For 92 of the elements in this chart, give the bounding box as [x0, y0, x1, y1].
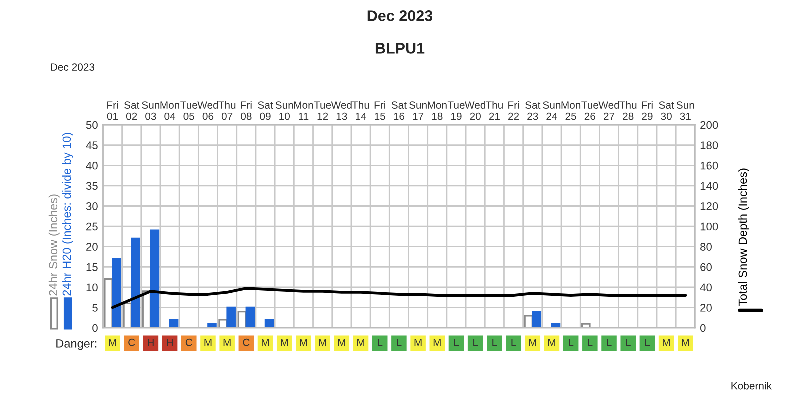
- x-tick-label: Sun 03: [142, 102, 160, 120]
- y2-tick-label: 120: [700, 202, 718, 210]
- y2-tick-label: 80: [700, 243, 712, 251]
- text: Total Snow Depth (Inches): [738, 168, 750, 306]
- text: M: [682, 339, 690, 346]
- text: M: [434, 339, 441, 346]
- text: 24hr Snow (Inches): [48, 194, 60, 296]
- x-tick-label: Fri 29: [642, 101, 653, 120]
- y2-tick-label: 200: [700, 121, 718, 130]
- x-tick-label: Wed 13: [331, 101, 352, 120]
- text: L: [569, 339, 574, 346]
- text: L: [645, 339, 650, 346]
- x-tick-label: Sat 09: [258, 102, 274, 120]
- y-tick-label: 10: [86, 284, 98, 292]
- text: M: [319, 339, 326, 346]
- x-tick-label: Wed 20: [465, 101, 486, 120]
- y2-tick-label: 100: [700, 222, 718, 231]
- y-tick-label: 15: [86, 264, 98, 272]
- text: L: [588, 339, 593, 346]
- x-tick-label: Mon 11: [294, 102, 314, 120]
- category-label: Danger:: [56, 340, 97, 350]
- text: M: [663, 339, 670, 346]
- text: L: [607, 339, 612, 346]
- y-tick-label: 40: [86, 162, 98, 170]
- text: H: [167, 339, 173, 346]
- y2-tick-label: 40: [700, 284, 712, 292]
- x-tick-label: Thu 21: [486, 101, 503, 120]
- x-tick-label: Mon 25: [562, 102, 581, 120]
- text: Dec 2023: [51, 64, 95, 72]
- x-tick-label: Sat 30: [659, 102, 674, 120]
- text: C: [186, 338, 192, 346]
- text: M: [529, 339, 536, 346]
- x-tick-label: Sun 24: [543, 102, 561, 120]
- text: L: [474, 339, 478, 346]
- chart-subtitle: BLPU1: [376, 43, 425, 54]
- text: L: [512, 339, 516, 346]
- x-tick-label: Tue 19: [448, 102, 465, 120]
- chart-title: Dec 2023: [368, 10, 433, 22]
- text: M: [224, 339, 231, 346]
- x-tick-label: Mon 18: [428, 102, 447, 120]
- x-tick-label: Thu 28: [620, 101, 637, 120]
- text: M: [548, 339, 556, 346]
- y2-tick-label: 140: [700, 182, 718, 190]
- text: M: [338, 339, 346, 346]
- y-tick-label: 25: [86, 222, 98, 231]
- text: C: [243, 338, 250, 346]
- y2-tick-label: 20: [700, 304, 712, 312]
- x-tick-label: Thu 14: [352, 101, 370, 120]
- text: L: [454, 339, 460, 346]
- text: Kobernik: [732, 382, 772, 390]
- y2-tick-label: 60: [700, 263, 712, 272]
- x-tick-label: Sun 31: [676, 102, 694, 120]
- text: L: [378, 339, 383, 346]
- text: M: [204, 339, 212, 346]
- x-tick-label: Wed 27: [598, 101, 620, 120]
- y-tick-label: 50: [86, 121, 98, 130]
- x-tick-label: Fri 01: [107, 101, 118, 120]
- x-tick-label: Tue 26: [582, 102, 598, 120]
- x-tick-label: Sat 16: [392, 102, 407, 120]
- x-tick-label: Sun 17: [410, 102, 427, 120]
- y-tick-label: 0: [92, 324, 98, 332]
- text: C: [128, 338, 136, 346]
- text: L: [626, 339, 631, 346]
- y2-tick-label: 0: [700, 324, 706, 332]
- text: M: [262, 339, 270, 346]
- y-tick-label: 5: [92, 304, 98, 312]
- x-tick-label: Sat 23: [526, 102, 541, 120]
- x-tick-label: Fri 08: [241, 101, 252, 120]
- text: L: [492, 339, 498, 346]
- x-tick-label: Sun 10: [276, 102, 294, 120]
- y-tick-label: 45: [86, 142, 98, 150]
- y2-tick-label: 160: [700, 162, 718, 170]
- text: H: [148, 339, 154, 346]
- x-tick-label: Tue 05: [180, 102, 198, 120]
- text: M: [300, 339, 308, 346]
- text: L: [397, 339, 402, 346]
- y-tick-label: 35: [86, 182, 98, 190]
- x-tick-label: Sat 02: [124, 102, 140, 120]
- x-tick-label: Fri 15: [374, 101, 386, 120]
- text: M: [109, 339, 116, 346]
- text: 24hr H20 (Inches: divide by 10): [62, 133, 74, 296]
- y-tick-label: 30: [86, 202, 98, 210]
- y-tick-label: 20: [86, 243, 98, 251]
- y2-tick-label: 180: [700, 142, 718, 150]
- x-tick-label: Wed 06: [198, 101, 218, 120]
- text: M: [358, 339, 364, 346]
- text: M: [414, 339, 422, 346]
- x-tick-label: Tue 12: [314, 102, 332, 120]
- text: M: [281, 339, 288, 346]
- x-tick-label: Fri 22: [508, 101, 520, 120]
- x-tick-label: Mon 04: [160, 102, 180, 120]
- x-tick-label: Thu 07: [218, 101, 236, 120]
